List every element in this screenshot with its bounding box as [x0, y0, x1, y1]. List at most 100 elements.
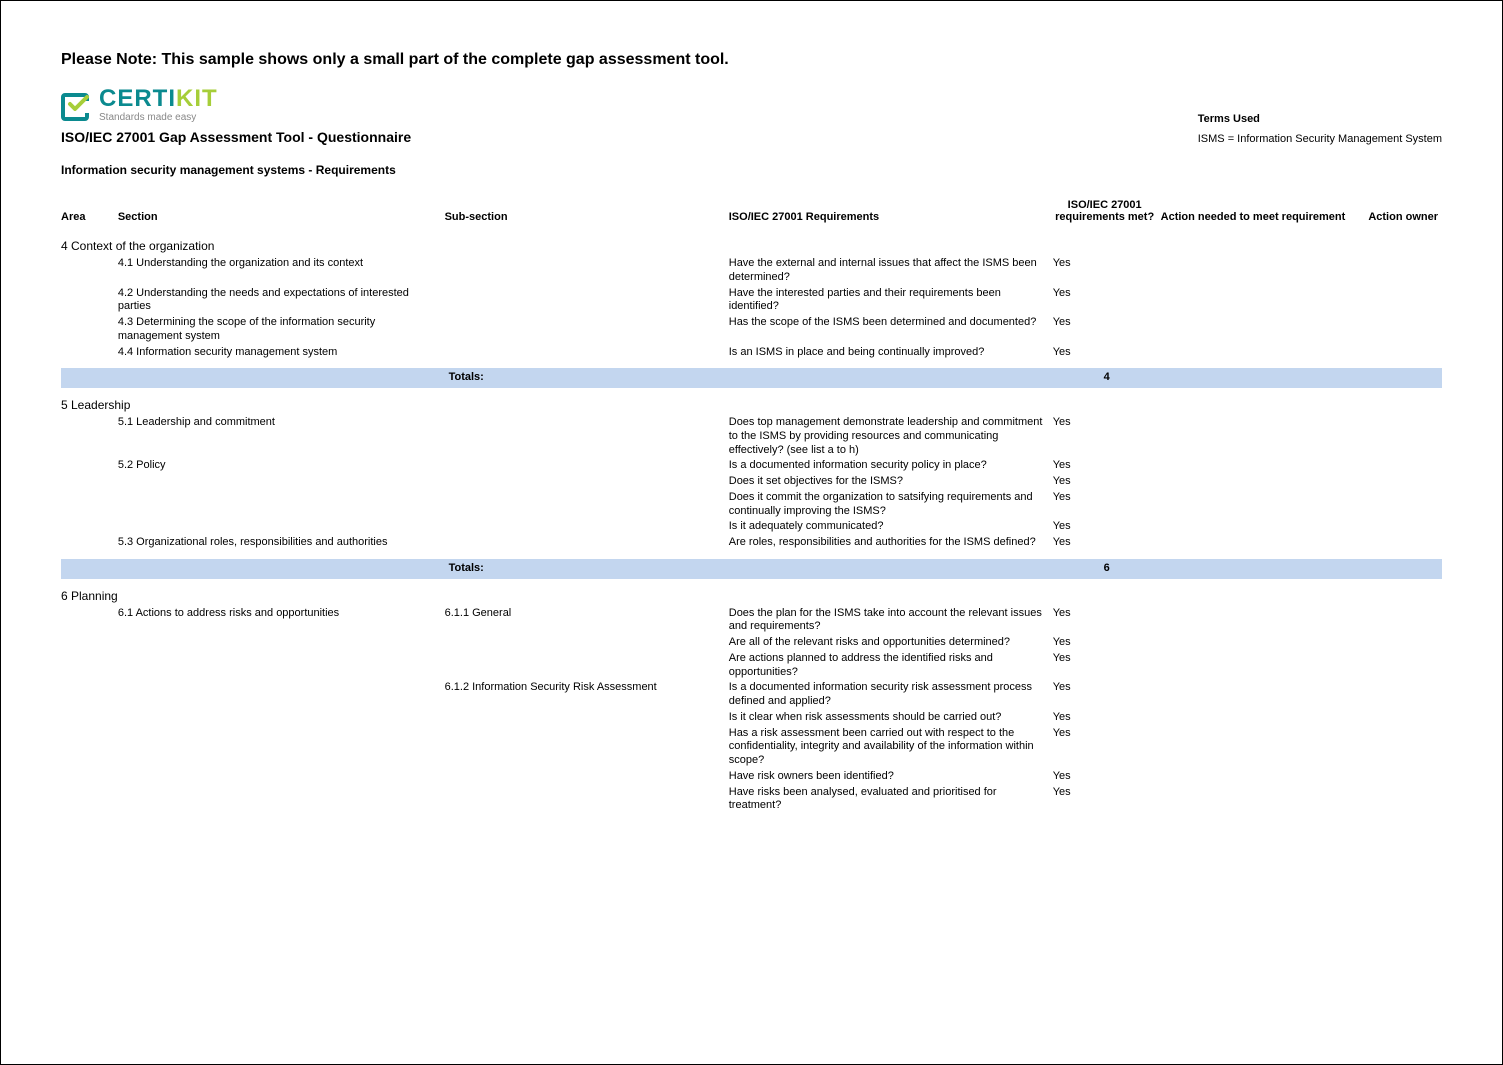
cell-met: Yes — [1053, 519, 1161, 535]
cell-action — [1161, 315, 1357, 345]
cell-area — [61, 286, 118, 316]
cell-owner — [1357, 769, 1442, 785]
totals-req — [729, 559, 1053, 579]
totals-section — [118, 368, 445, 388]
cell-section: 4.3 Determining the scope of the informa… — [118, 315, 445, 345]
cell-req: Are roles, responsibilities and authorit… — [729, 535, 1053, 551]
cell-req: Does it set objectives for the ISMS? — [729, 474, 1053, 490]
header-action-owner: Action owner — [1357, 197, 1442, 229]
cell-subsection — [445, 785, 729, 815]
cell-section: 6.1 Actions to address risks and opportu… — [118, 606, 445, 636]
cell-section: 5.2 Policy — [118, 458, 445, 474]
sample-note: Please Note: This sample shows only a sm… — [61, 51, 1442, 69]
cell-subsection — [445, 710, 729, 726]
cell-owner — [1357, 315, 1442, 345]
cell-owner — [1357, 458, 1442, 474]
table-row: Does it set objectives for the ISMS?Yes — [61, 474, 1442, 490]
area-title: 4 Context of the organization — [61, 229, 1442, 256]
cell-owner — [1357, 415, 1442, 458]
header-subsection: Sub-section — [445, 197, 729, 229]
totals-subsection: Totals: — [445, 559, 729, 579]
cell-owner — [1357, 680, 1442, 710]
cell-section — [118, 769, 445, 785]
cell-met: Yes — [1053, 345, 1161, 361]
cell-area — [61, 635, 118, 651]
cell-action — [1161, 635, 1357, 651]
cell-subsection — [445, 315, 729, 345]
totals-subsection: Totals: — [445, 368, 729, 388]
totals-row: Totals: 4 — [61, 368, 1442, 388]
cell-action — [1161, 345, 1357, 361]
cell-area — [61, 490, 118, 520]
cell-section: 4.1 Understanding the organization and i… — [118, 256, 445, 286]
cell-req: Have risk owners been identified? — [729, 769, 1053, 785]
cell-action — [1161, 415, 1357, 458]
cell-area — [61, 519, 118, 535]
cell-area — [61, 256, 118, 286]
cell-subsection — [445, 415, 729, 458]
totals-met: 4 — [1053, 368, 1161, 388]
cell-owner — [1357, 286, 1442, 316]
cell-subsection — [445, 490, 729, 520]
cell-subsection — [445, 286, 729, 316]
cell-action — [1161, 458, 1357, 474]
cell-action — [1161, 286, 1357, 316]
cell-area — [61, 726, 118, 769]
cell-req: Does top management demonstrate leadersh… — [729, 415, 1053, 458]
cell-owner — [1357, 651, 1442, 681]
cell-met: Yes — [1053, 726, 1161, 769]
cell-subsection: 6.1.1 General — [445, 606, 729, 636]
cell-met: Yes — [1053, 606, 1161, 636]
table-row: Have risk owners been identified?Yes — [61, 769, 1442, 785]
table-row: 4.3 Determining the scope of the informa… — [61, 315, 1442, 345]
logo-brand-part1: CERTI — [99, 85, 176, 112]
cell-subsection: 6.1.2 Information Security Risk Assessme… — [445, 680, 729, 710]
table-row: 5.2 PolicyIs a documented information se… — [61, 458, 1442, 474]
cell-area — [61, 535, 118, 551]
cell-subsection — [445, 635, 729, 651]
area-title: 6 Planning — [61, 579, 1442, 606]
cell-owner — [1357, 519, 1442, 535]
table-row: 4.1 Understanding the organization and i… — [61, 256, 1442, 286]
cell-owner — [1357, 345, 1442, 361]
header-area: Area — [61, 197, 118, 229]
cell-met: Yes — [1053, 535, 1161, 551]
cell-area — [61, 769, 118, 785]
cell-req: Does it commit the organization to satsi… — [729, 490, 1053, 520]
cell-req: Is a documented information security ris… — [729, 680, 1053, 710]
cell-action — [1161, 726, 1357, 769]
table-row: 6.1.2 Information Security Risk Assessme… — [61, 680, 1442, 710]
table-row: 6.1 Actions to address risks and opportu… — [61, 606, 1442, 636]
certikit-checkbox-icon — [61, 89, 93, 121]
cell-area — [61, 785, 118, 815]
area-title-row: 5 Leadership — [61, 388, 1442, 415]
cell-action — [1161, 651, 1357, 681]
cell-req: Have the external and internal issues th… — [729, 256, 1053, 286]
cell-section — [118, 635, 445, 651]
cell-met: Yes — [1053, 256, 1161, 286]
cell-action — [1161, 680, 1357, 710]
cell-subsection — [445, 651, 729, 681]
totals-met: 6 — [1053, 559, 1161, 579]
terms-used-block: Terms Used ISMS = Information Security M… — [1198, 113, 1442, 145]
cell-met: Yes — [1053, 769, 1161, 785]
cell-met: Yes — [1053, 710, 1161, 726]
cell-req: Is it clear when risk assessments should… — [729, 710, 1053, 726]
totals-owner — [1357, 368, 1442, 388]
cell-section — [118, 726, 445, 769]
totals-action — [1161, 368, 1357, 388]
cell-owner — [1357, 490, 1442, 520]
cell-owner — [1357, 256, 1442, 286]
totals-area — [61, 368, 118, 388]
cell-section — [118, 785, 445, 815]
cell-met: Yes — [1053, 458, 1161, 474]
cell-owner — [1357, 710, 1442, 726]
cell-subsection — [445, 256, 729, 286]
cell-action — [1161, 769, 1357, 785]
cell-section — [118, 474, 445, 490]
cell-met: Yes — [1053, 490, 1161, 520]
cell-area — [61, 680, 118, 710]
table-row: Does it commit the organization to satsi… — [61, 490, 1442, 520]
cell-action — [1161, 785, 1357, 815]
cell-subsection — [445, 458, 729, 474]
